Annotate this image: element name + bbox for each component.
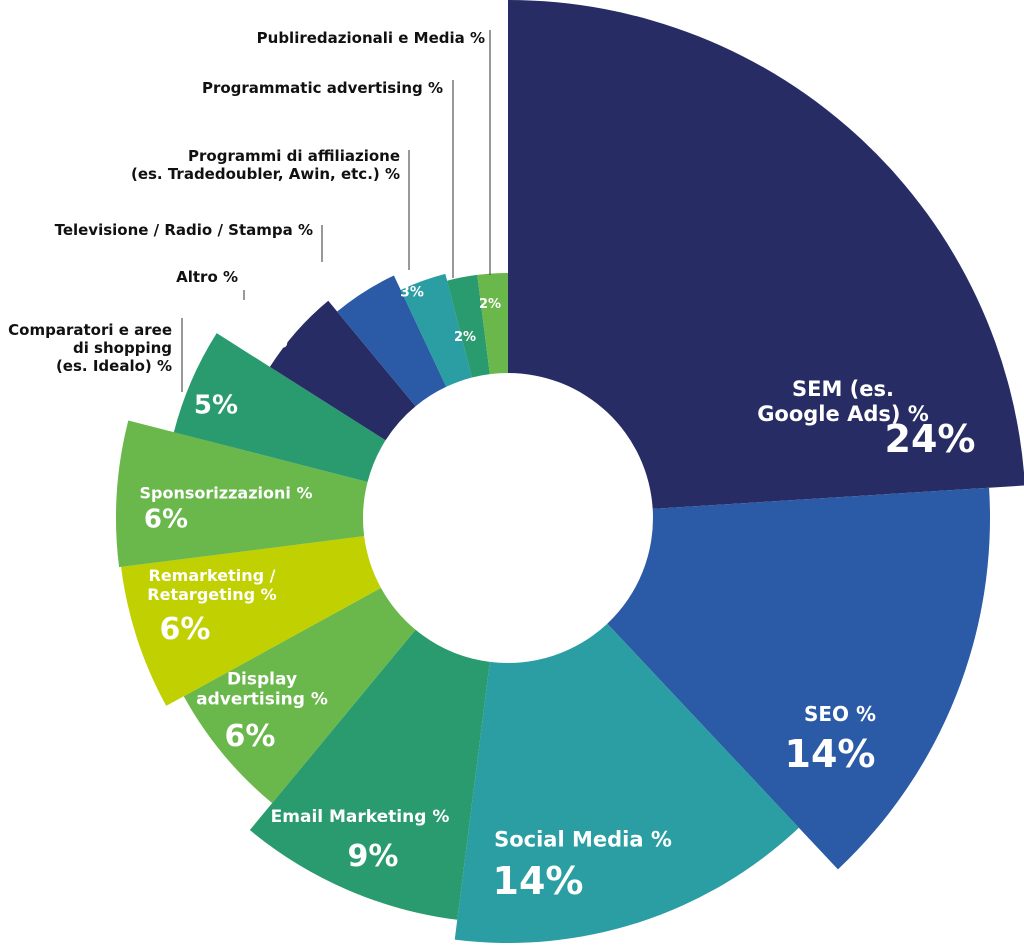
category-label: SEO %	[803, 702, 877, 726]
category-label: Email Marketing %	[270, 806, 450, 827]
category-label: Display advertising %	[196, 669, 328, 710]
value-label: 4%	[323, 278, 357, 302]
value-label: 5%	[243, 324, 289, 355]
category-label: Programmi di affiliazione (es. Tradedoub…	[130, 147, 400, 183]
value-label: 2%	[478, 297, 502, 313]
category-label: Publiredazionali e Media %	[256, 29, 485, 47]
category-label: Sponsorizzazioni %	[139, 483, 313, 503]
value-label: 6%	[143, 504, 189, 535]
category-label: Programmatic advertising %	[201, 79, 443, 97]
value-label: 2%	[453, 330, 477, 346]
category-label: Televisione / Radio / Stampa %	[54, 221, 313, 239]
slice	[173, 333, 386, 482]
slice	[508, 0, 1024, 509]
slice	[607, 487, 990, 870]
slice	[249, 629, 490, 920]
category-label: Altro %	[176, 268, 238, 286]
category-label: Comparatori e aree di shopping (es. Idea…	[8, 321, 172, 375]
slice	[183, 587, 416, 804]
value-label: 14%	[784, 732, 876, 777]
value-label: 9%	[347, 839, 399, 874]
slice	[477, 273, 508, 375]
slice	[400, 273, 472, 387]
category-label: Remarketing / Retargeting %	[147, 565, 277, 604]
slice	[447, 274, 490, 378]
category-label: SEM (es. Google Ads) %	[757, 376, 929, 426]
value-label: 3%	[400, 284, 424, 301]
slice	[269, 300, 416, 441]
slice	[337, 275, 447, 407]
value-label: 5%	[193, 390, 239, 421]
value-label: 6%	[224, 719, 276, 754]
value-label: 6%	[159, 612, 211, 647]
slice	[115, 420, 368, 568]
value-label: 24%	[884, 417, 976, 462]
category-label: Social Media %	[494, 827, 672, 852]
slice	[454, 623, 799, 943]
value-label: 14%	[492, 859, 584, 904]
slice	[121, 536, 381, 706]
